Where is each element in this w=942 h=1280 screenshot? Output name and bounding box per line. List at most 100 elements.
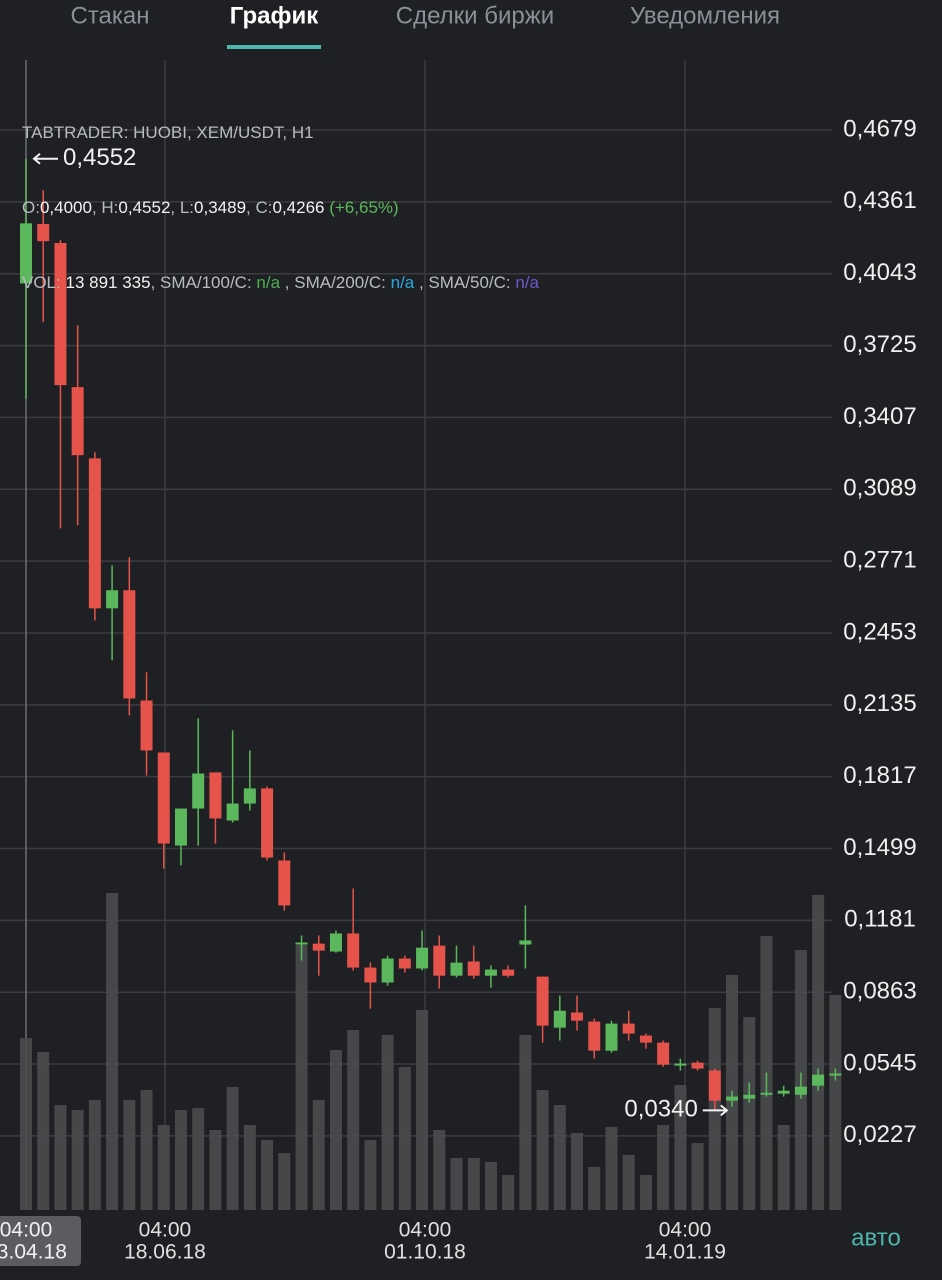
volume-bar — [519, 1034, 532, 1210]
volume-bar — [192, 1107, 205, 1210]
y-tick-label: 0,0545 — [843, 1049, 916, 1076]
crosshair-time: 04:00 — [0, 1219, 52, 1242]
scale-mode[interactable]: авто — [851, 1224, 901, 1251]
annotation-label: 0,0340 — [624, 1096, 697, 1123]
volume-bar — [71, 1110, 84, 1210]
volume-bar — [605, 1126, 618, 1210]
tab[interactable]: Сделки биржи — [396, 2, 554, 29]
indicator-value: n/a — [256, 273, 281, 292]
candle-body — [571, 1012, 584, 1021]
legend-change: (+6,65%) — [329, 198, 399, 217]
candle-body — [639, 1035, 652, 1043]
candle-body — [691, 1062, 704, 1069]
indicator-label: , SMA/50/C: — [414, 273, 511, 292]
volume-bar — [364, 1139, 377, 1210]
legend-value: 0,4552 — [118, 198, 171, 217]
annotation-label: 0,4552 — [63, 144, 136, 171]
candle-body — [467, 961, 480, 976]
volume-bar — [622, 1155, 635, 1210]
y-tick-label: 0,2453 — [843, 618, 916, 645]
candle-body — [106, 590, 119, 609]
candle-body — [157, 752, 170, 844]
x-tick-time: 04:00 — [659, 1219, 712, 1242]
volume-bar — [829, 995, 842, 1210]
volume-bar — [381, 1034, 394, 1210]
volume-bar — [416, 1009, 429, 1210]
candle-body — [760, 1092, 773, 1095]
candle-body — [777, 1090, 790, 1094]
indicator-label: , SMA/200/C: — [280, 273, 386, 292]
candle-body — [519, 940, 532, 945]
candle-body — [20, 223, 32, 284]
candle-body — [605, 1023, 618, 1051]
y-tick-label: 0,4361 — [843, 187, 916, 214]
candle-body — [794, 1086, 807, 1095]
candle-body — [433, 945, 446, 976]
candle-body — [484, 969, 497, 976]
annotation-arrowhead — [32, 152, 41, 165]
y-tick-label: 0,3407 — [843, 403, 916, 430]
tab[interactable]: Стакан — [70, 2, 149, 29]
chart-info: TABTRADER: HUOBI, XEM/USDT, H1 O:0,4000,… — [22, 70, 539, 320]
tab[interactable]: График — [230, 2, 319, 29]
legend-label: , H: — [91, 198, 119, 217]
y-tick-label: 0,3725 — [843, 331, 916, 358]
y-tick-label: 0,4043 — [843, 259, 916, 286]
volume-bar — [37, 1051, 50, 1210]
candle-body — [657, 1042, 670, 1065]
candle-body — [398, 958, 411, 969]
y-tick-label: 0,1181 — [844, 906, 916, 933]
volume-bar — [329, 1050, 342, 1210]
volume-bar — [484, 1161, 497, 1210]
y-tick-label: 0,0227 — [843, 1121, 916, 1148]
candle-body — [502, 969, 515, 976]
volume-bar — [209, 1129, 222, 1210]
candle-body — [674, 1063, 687, 1066]
volume-bar — [140, 1089, 153, 1210]
crosshair-date: 23.04.18 — [0, 1241, 67, 1264]
volume-bar — [502, 1175, 515, 1210]
volume-bar — [157, 1124, 170, 1210]
candle-body — [88, 458, 101, 609]
volume-bar — [639, 1175, 652, 1210]
candle-body — [312, 943, 325, 951]
candle-body — [536, 976, 549, 1026]
legend-label: , C: — [246, 198, 273, 217]
annotation-arrowhead — [720, 1104, 729, 1117]
volume-bar — [243, 1124, 256, 1210]
volume-bar — [398, 1066, 411, 1210]
volume-bar — [278, 1152, 291, 1210]
candle-body — [812, 1074, 825, 1086]
candle-body — [450, 962, 463, 976]
volume-bar — [347, 1029, 360, 1210]
volume-bar — [674, 1084, 687, 1210]
candle-body — [708, 1070, 721, 1101]
candle-body — [829, 1073, 842, 1076]
y-tick-label: 0,3089 — [843, 475, 916, 502]
volume-bar — [588, 1166, 601, 1210]
volume-bar — [88, 1100, 101, 1210]
y-tick-label: 0,1499 — [843, 834, 916, 861]
candle-body — [278, 860, 291, 906]
tab[interactable]: Уведомления — [630, 2, 780, 29]
volume-bar — [691, 1143, 704, 1210]
candle-body — [123, 590, 136, 699]
legend-value: 13 891 335 — [65, 273, 151, 292]
candle-body — [416, 947, 429, 969]
candle-body — [71, 387, 84, 456]
volume-bar — [812, 894, 825, 1210]
legend-value: 0,4266 — [272, 198, 325, 217]
volume-bar — [433, 1129, 446, 1210]
chart-title: TABTRADER: HUOBI, XEM/USDT, H1 — [22, 123, 314, 142]
volume-bar — [261, 1139, 274, 1210]
volume-bar — [743, 1017, 756, 1210]
candle-body — [553, 1010, 566, 1028]
y-tick-label: 0,0863 — [843, 978, 916, 1005]
legend-label: , L: — [170, 198, 195, 217]
legend-value: 0,3489 — [194, 198, 247, 217]
candle-body — [295, 942, 308, 945]
indicator-label: , SMA/100/C: — [150, 273, 252, 292]
volume-bar — [106, 893, 119, 1210]
